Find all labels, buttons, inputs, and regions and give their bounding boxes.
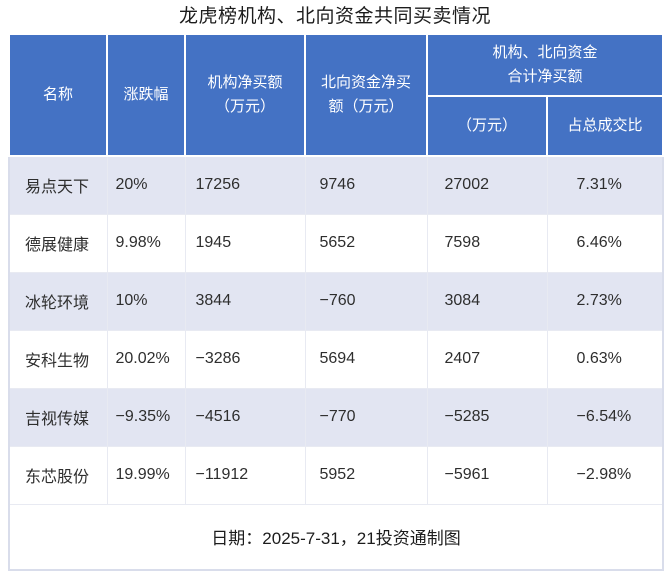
table-row: 易点天下 20% 17256 9746 27002 7.31% xyxy=(8,155,664,215)
page-title: 龙虎榜机构、北向资金共同买卖情况 xyxy=(178,6,491,27)
table-cell: −11912 xyxy=(184,445,306,505)
footer-date-credit: 日期：2025-7-31，21投资通制图 xyxy=(8,503,664,570)
table-cell: −5285 xyxy=(426,387,548,447)
stocks-table: 名称 涨跌幅 机构净买额 （万元） 北向资金净买 额（万元） 机构、北向资金 合… xyxy=(8,33,665,571)
table-cell: 6.46% xyxy=(546,213,664,273)
table-cell: 3844 xyxy=(184,271,306,331)
table-cell: 德展健康 xyxy=(8,213,108,273)
table-row: 安科生物 20.02% −3286 5694 2407 0.63% xyxy=(8,329,664,389)
table-row: 德展健康 9.98% 1945 5652 7598 6.46% xyxy=(8,213,664,273)
table-cell: 东芯股份 xyxy=(8,445,108,505)
table-cell: 9.98% xyxy=(106,213,186,273)
table-cell: 9746 xyxy=(304,155,428,215)
table-body: 易点天下 20% 17256 9746 27002 7.31% 德展健康 9.98% 1945 5… xyxy=(8,155,664,505)
table-cell: 安科生物 xyxy=(8,329,108,389)
table-cell: 吉视传媒 xyxy=(8,387,108,447)
table-footer: 日期：2025-7-31，21投资通制图 xyxy=(8,503,664,570)
col-header-total-pct: 占总成交比 xyxy=(545,95,665,157)
table-cell: 20% xyxy=(106,155,186,215)
table-cell: −3286 xyxy=(184,329,306,389)
col-header-inst-net-buy: 机构净买额 （万元） xyxy=(184,33,306,157)
table-header: 名称 涨跌幅 机构净买额 （万元） 北向资金净买 额（万元） 机构、北向资金 合… xyxy=(8,33,665,157)
table-cell: 1945 xyxy=(184,213,306,273)
table-cell: 2407 xyxy=(426,329,548,389)
col-header-group-total: 机构、北向资金 合计净买额 xyxy=(425,33,665,97)
table-cell: 10% xyxy=(106,271,186,331)
table-cell: 冰轮环境 xyxy=(8,271,108,331)
table-cell: 0.63% xyxy=(546,329,664,389)
table-cell: −6.54% xyxy=(546,387,664,447)
table-cell: 3084 xyxy=(426,271,548,331)
table-cell: −4516 xyxy=(184,387,306,447)
table-cell: 5952 xyxy=(304,445,428,505)
table-cell: 27002 xyxy=(426,155,548,215)
table-cell: 5694 xyxy=(304,329,428,389)
table-row: 冰轮环境 10% 3844 −760 3084 2.73% xyxy=(8,271,664,331)
table-row: 吉视传媒 −9.35% −4516 −770 −5285 −6.54% xyxy=(8,387,664,447)
table-cell: −5961 xyxy=(426,445,548,505)
table-cell: −9.35% xyxy=(106,387,186,447)
table-cell: −2.98% xyxy=(546,445,664,505)
table-cell: 7.31% xyxy=(546,155,664,215)
table-row: 东芯股份 19.99% −11912 5952 −5961 −2.98% xyxy=(8,445,664,505)
table-cell: −760 xyxy=(304,271,428,331)
table-cell: 7598 xyxy=(426,213,548,273)
table-cell: 17256 xyxy=(184,155,306,215)
table-cell: 20.02% xyxy=(106,329,186,389)
table-cell: 5652 xyxy=(304,213,428,273)
table-cell: −770 xyxy=(304,387,428,447)
col-header-total-wan: （万元） xyxy=(426,95,548,157)
col-header-change: 涨跌幅 xyxy=(106,33,186,157)
col-header-name: 名称 xyxy=(8,33,108,157)
table-cell: 19.99% xyxy=(106,445,186,505)
col-header-north-net-buy: 北向资金净买 额（万元） xyxy=(304,33,428,157)
table-cell: 易点天下 xyxy=(8,155,108,215)
table-cell: 2.73% xyxy=(546,271,664,331)
